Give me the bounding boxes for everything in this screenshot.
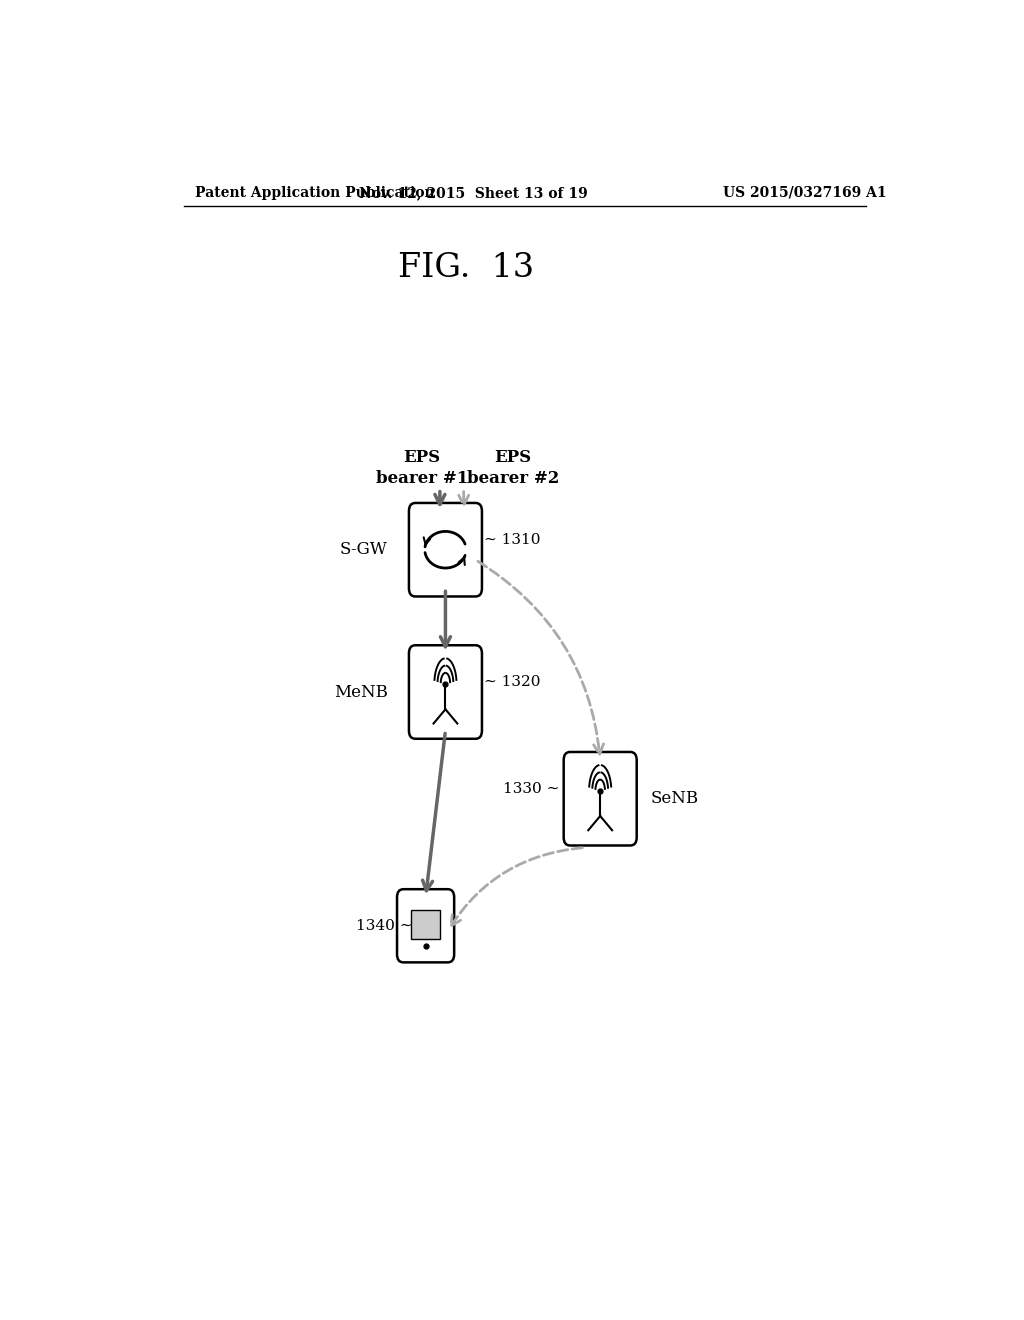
FancyBboxPatch shape bbox=[409, 503, 482, 597]
Text: ∼ 1310: ∼ 1310 bbox=[483, 532, 540, 546]
Text: EPS
bearer #2: EPS bearer #2 bbox=[467, 449, 559, 487]
Text: ∼ 1320: ∼ 1320 bbox=[483, 675, 540, 689]
Text: SeNB: SeNB bbox=[650, 791, 698, 808]
Text: MeNB: MeNB bbox=[334, 684, 387, 701]
Text: FIG.  13: FIG. 13 bbox=[397, 252, 534, 284]
Text: Nov. 12, 2015  Sheet 13 of 19: Nov. 12, 2015 Sheet 13 of 19 bbox=[358, 186, 588, 199]
Text: US 2015/0327169 A1: US 2015/0327169 A1 bbox=[723, 186, 887, 199]
FancyBboxPatch shape bbox=[563, 752, 637, 846]
FancyBboxPatch shape bbox=[412, 911, 440, 939]
Text: S-GW: S-GW bbox=[340, 541, 387, 558]
Text: 1340 ∼: 1340 ∼ bbox=[355, 919, 413, 933]
FancyBboxPatch shape bbox=[397, 890, 455, 962]
Text: EPS
bearer #1: EPS bearer #1 bbox=[376, 449, 468, 487]
FancyBboxPatch shape bbox=[409, 645, 482, 739]
Text: Patent Application Publication: Patent Application Publication bbox=[196, 186, 435, 199]
Text: 1330 ∼: 1330 ∼ bbox=[503, 781, 559, 796]
